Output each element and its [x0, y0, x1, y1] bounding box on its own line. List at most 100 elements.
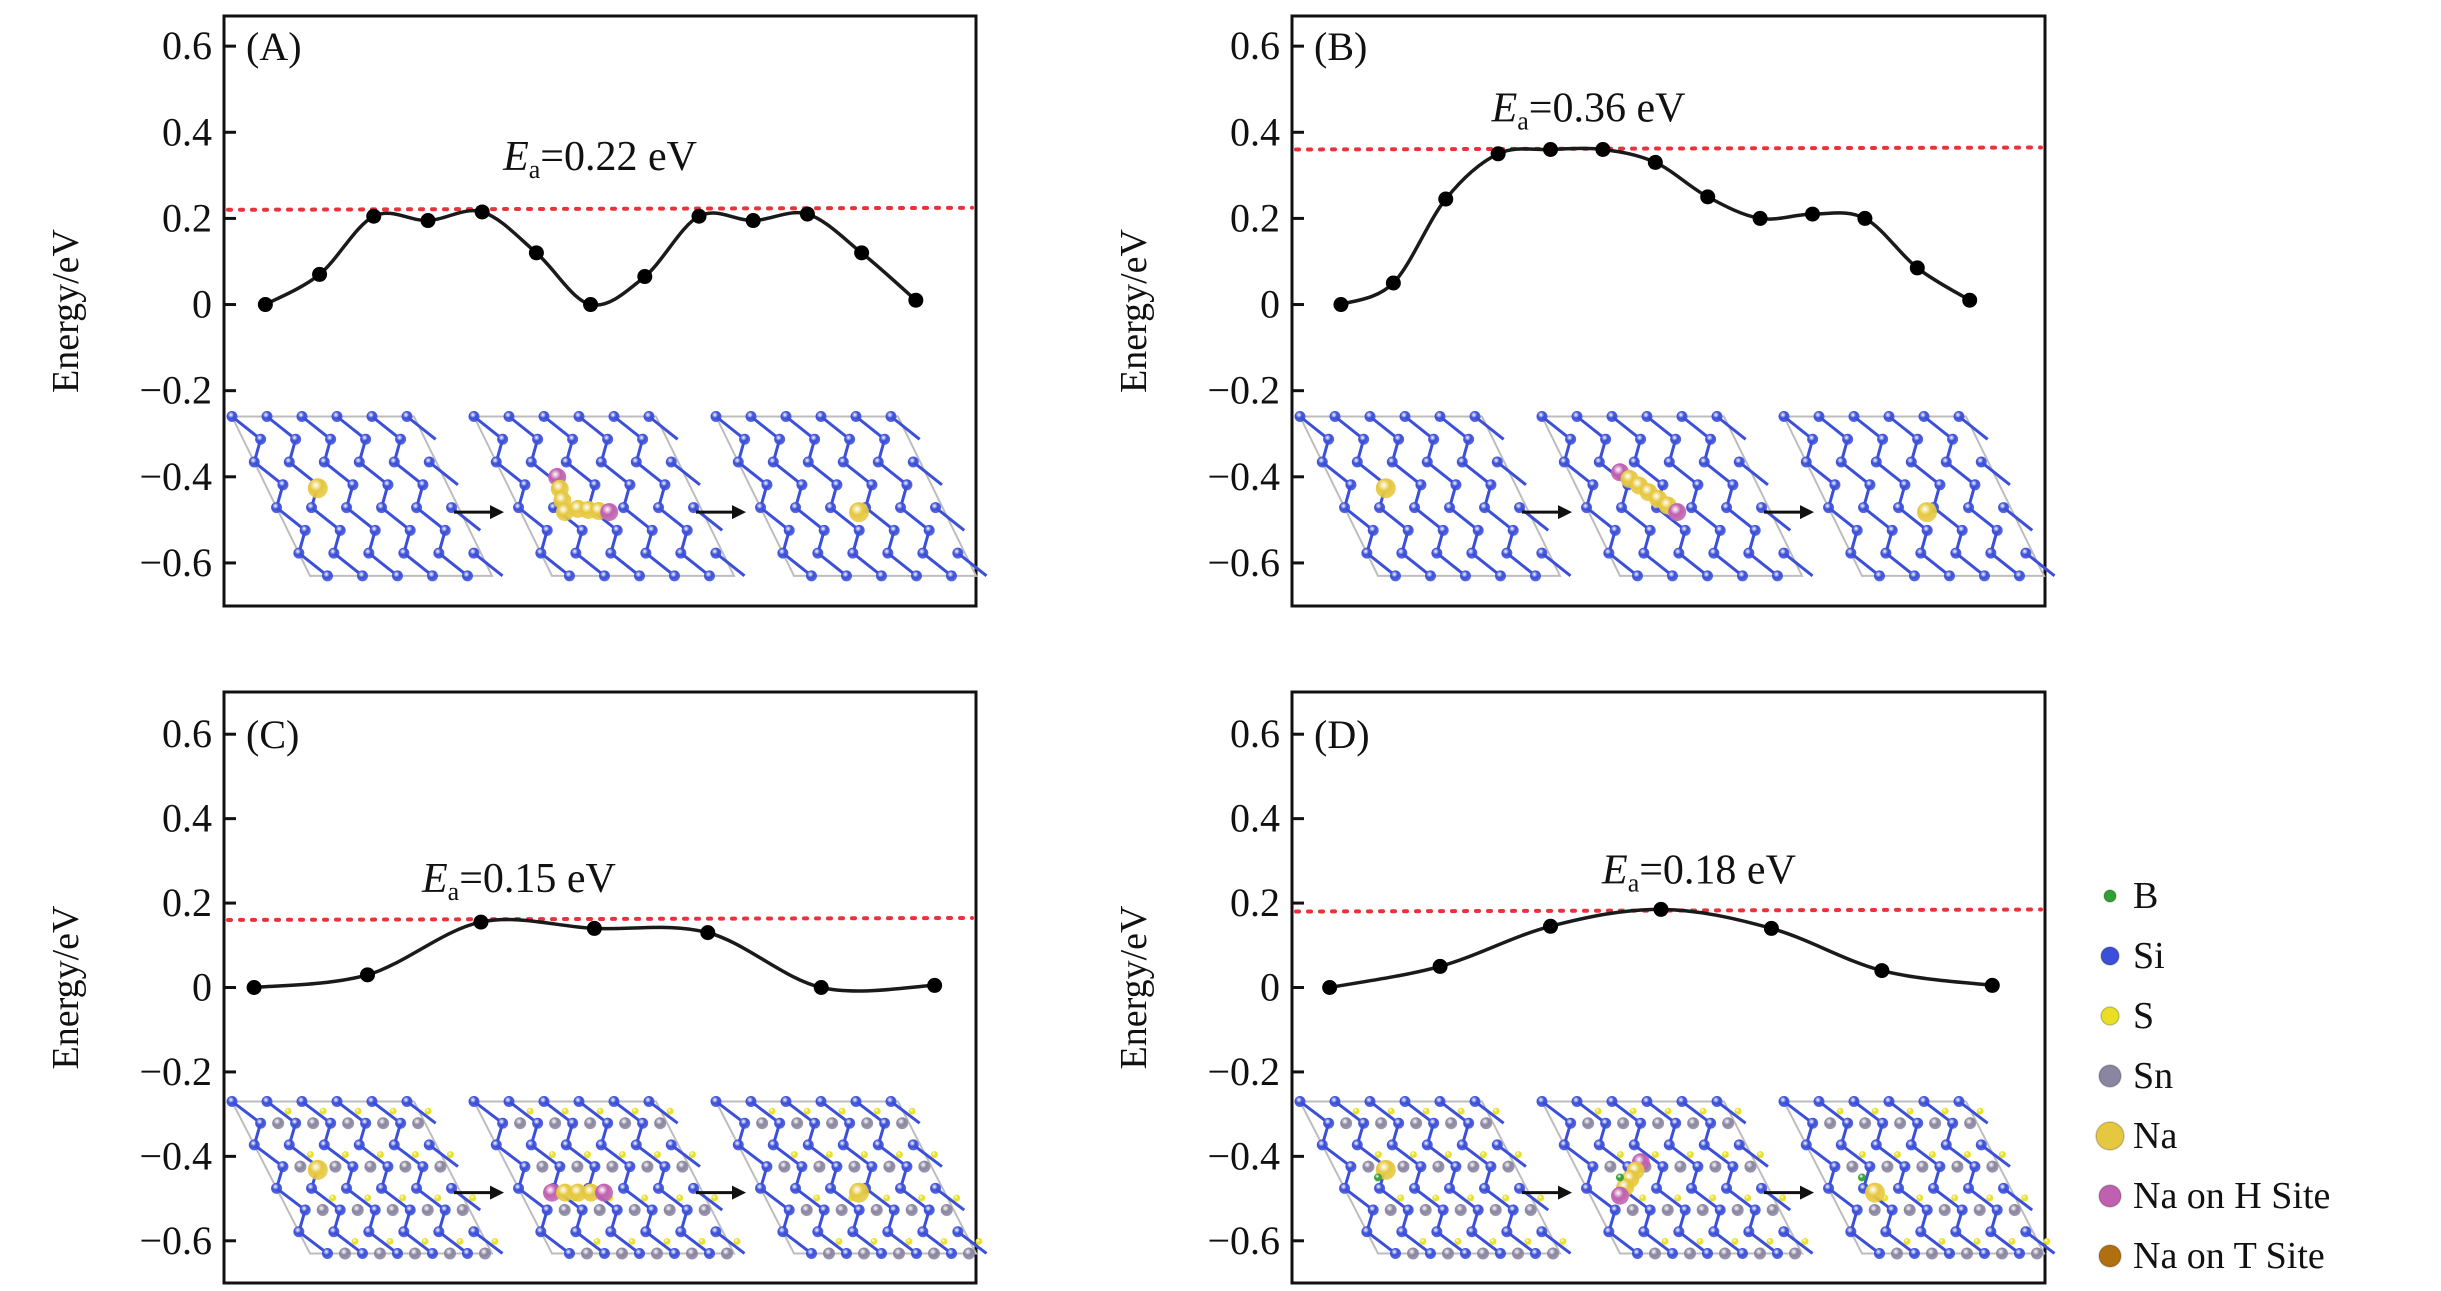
s-atom: [434, 1194, 442, 1202]
si-atom: [1323, 433, 1335, 445]
energy-curve: [1329, 907, 1993, 990]
si-atom: [847, 1226, 859, 1238]
si-bond: [1607, 1230, 1639, 1255]
si-bond: [657, 1187, 689, 1212]
s-atom: [2043, 1237, 2051, 1245]
si-atom: [1606, 411, 1618, 423]
si-atom: [417, 479, 429, 491]
si-bond: [415, 1187, 447, 1212]
si-atom: [1437, 524, 1449, 536]
sn-atom: [1480, 1117, 1493, 1130]
si-bond: [1607, 551, 1639, 578]
si-atom: [640, 547, 652, 559]
sn-atom: [1951, 1160, 1964, 1173]
sn-atom: [571, 1160, 584, 1173]
data-point: [1595, 142, 1611, 158]
y-tick-label: −0.6: [139, 540, 212, 585]
sn-atom: [848, 1160, 861, 1173]
sn-atom: [676, 1160, 689, 1173]
sn-atom: [826, 1117, 839, 1130]
sn-atom: [813, 1160, 826, 1173]
si-atom: [876, 570, 887, 582]
s-atom: [930, 1151, 938, 1159]
si-bond: [1888, 1100, 1919, 1125]
si-bond: [380, 506, 412, 532]
si-bond: [1646, 415, 1677, 441]
si-bond: [1738, 460, 1769, 486]
si-bond: [1483, 1187, 1515, 1212]
si-atom: [1714, 524, 1726, 536]
si-atom: [334, 1204, 346, 1216]
s-atom: [1858, 1151, 1866, 1159]
si-bond: [1496, 1143, 1527, 1168]
si-atom: [1581, 1182, 1593, 1194]
si-atom: [1956, 1204, 1968, 1216]
si-bond: [1716, 1100, 1747, 1125]
si-atom: [1673, 1226, 1685, 1238]
si-bond: [437, 1230, 469, 1255]
si-atom: [589, 1161, 601, 1173]
si-atom: [675, 547, 687, 559]
s-atom: [663, 1237, 671, 1245]
si-atom: [1329, 1095, 1341, 1107]
si-bond: [1840, 460, 1871, 486]
sn-atom: [1973, 1204, 1986, 1217]
activation-energy-label: Ea=0.22 eV: [502, 134, 697, 184]
si-atom: [532, 1117, 544, 1129]
si-bond: [1945, 1143, 1976, 1168]
si-bond: [820, 415, 851, 441]
path-arrow-head: [490, 505, 504, 520]
sn-atom: [1410, 1117, 1423, 1130]
s-atom: [813, 1194, 821, 1202]
si-bond: [785, 1100, 816, 1125]
si-bond: [1703, 460, 1734, 486]
s-atom: [364, 1194, 372, 1202]
si-atom: [755, 502, 767, 514]
structure-inset: [226, 411, 988, 582]
sn-atom: [651, 1247, 663, 1260]
si-atom: [602, 433, 614, 445]
si-bond: [1461, 460, 1492, 486]
si-bond: [1576, 1100, 1607, 1125]
si-atom: [1743, 547, 1755, 559]
s-atom: [618, 1151, 626, 1159]
sn-atom: [1986, 1160, 1999, 1173]
si-atom: [1393, 433, 1405, 445]
si-atom: [570, 1226, 582, 1238]
si-atom: [669, 570, 680, 582]
si-bond: [1967, 1187, 1999, 1212]
sn-atom: [1926, 1247, 1938, 1260]
si-atom: [1947, 1117, 1959, 1129]
sn-atom: [606, 1160, 619, 1173]
panel-label: (A): [246, 24, 302, 69]
si-atom: [248, 456, 260, 468]
si-atom: [1721, 1182, 1733, 1194]
si-atom: [812, 547, 824, 559]
si-bond: [886, 551, 918, 578]
si-bond: [336, 415, 367, 441]
si-atom: [681, 1204, 693, 1216]
sn-atom: [1397, 1160, 1410, 1173]
si-atom: [1975, 456, 1987, 468]
si-bond: [301, 415, 332, 441]
si-atom: [1963, 1182, 1975, 1194]
si-bond: [772, 460, 803, 486]
si-bond: [1980, 460, 2011, 486]
si-atom: [1421, 456, 1433, 468]
si-atom: [525, 1139, 537, 1151]
si-atom: [382, 1161, 394, 1173]
si-atom: [462, 570, 473, 582]
legend-swatch-icon: [2098, 1064, 2122, 1088]
si-bond: [1910, 1143, 1941, 1168]
s-atom: [688, 1151, 696, 1159]
si-bond: [1576, 415, 1607, 441]
si-atom: [761, 1161, 773, 1173]
si-atom: [1374, 1182, 1386, 1194]
na-atom: [307, 478, 328, 499]
s-atom: [1492, 1107, 1500, 1115]
si-atom: [2020, 1226, 2032, 1238]
si-atom: [1358, 1117, 1370, 1129]
s-atom: [870, 1237, 878, 1245]
si-atom: [226, 1095, 238, 1107]
ea-symbol: E: [1491, 86, 1518, 132]
